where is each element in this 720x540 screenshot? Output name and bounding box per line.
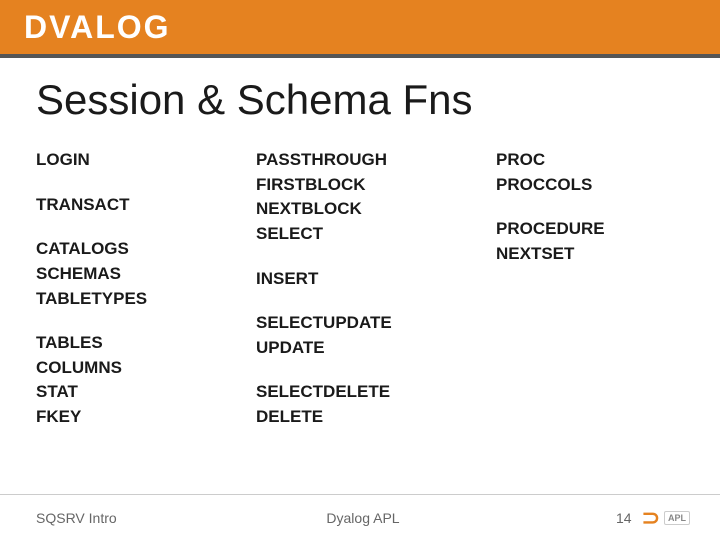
list-item: COLUMNS <box>36 356 206 381</box>
column-3: PROC PROCCOLS PROCEDURE NEXTSET <box>496 148 666 450</box>
columns-container: LOGIN TRANSACT CATALOGS SCHEMAS TABLETYP… <box>36 148 684 450</box>
list-item: SELECT <box>256 222 446 247</box>
list-item: TABLES <box>36 331 206 356</box>
group: TRANSACT <box>36 193 206 218</box>
logo-glyph: ⊃ <box>642 505 660 531</box>
list-item: FIRSTBLOCK <box>256 173 446 198</box>
content-area: Session & Schema Fns LOGIN TRANSACT CATA… <box>0 58 720 450</box>
group: TABLES COLUMNS STAT FKEY <box>36 331 206 430</box>
logo-text: DVALOG <box>24 9 171 46</box>
list-item: PROCEDURE <box>496 217 666 242</box>
list-item: DELETE <box>256 405 446 430</box>
list-item: TRANSACT <box>36 193 206 218</box>
list-item: SELECTDELETE <box>256 380 446 405</box>
group: PASSTHROUGH FIRSTBLOCK NEXTBLOCK SELECT <box>256 148 446 247</box>
page-number: 14 <box>616 510 632 526</box>
list-item: LOGIN <box>36 148 206 173</box>
footer-left: SQSRV Intro <box>36 510 254 526</box>
column-1: LOGIN TRANSACT CATALOGS SCHEMAS TABLETYP… <box>36 148 206 450</box>
group: PROCEDURE NEXTSET <box>496 217 666 266</box>
group: SELECTUPDATE UPDATE <box>256 311 446 360</box>
header-bar: DVALOG <box>0 0 720 58</box>
group: SELECTDELETE DELETE <box>256 380 446 429</box>
group: PROC PROCCOLS <box>496 148 666 197</box>
list-item: SCHEMAS <box>36 262 206 287</box>
list-item: STAT <box>36 380 206 405</box>
list-item: FKEY <box>36 405 206 430</box>
group: LOGIN <box>36 148 206 173</box>
list-item: NEXTSET <box>496 242 666 267</box>
list-item: PROCCOLS <box>496 173 666 198</box>
list-item: TABLETYPES <box>36 287 206 312</box>
footer: SQSRV Intro Dyalog APL 14 ⊃ APL <box>0 494 720 540</box>
page-title: Session & Schema Fns <box>36 76 684 124</box>
column-2: PASSTHROUGH FIRSTBLOCK NEXTBLOCK SELECT … <box>256 148 446 450</box>
footer-logo-icon: ⊃ APL <box>642 505 690 531</box>
group: CATALOGS SCHEMAS TABLETYPES <box>36 237 206 311</box>
list-item: NEXTBLOCK <box>256 197 446 222</box>
footer-center: Dyalog APL <box>254 510 472 526</box>
list-item: SELECTUPDATE <box>256 311 446 336</box>
list-item: INSERT <box>256 267 446 292</box>
list-item: PASSTHROUGH <box>256 148 446 173</box>
list-item: CATALOGS <box>36 237 206 262</box>
list-item: PROC <box>496 148 666 173</box>
apl-badge: APL <box>664 511 690 525</box>
group: INSERT <box>256 267 446 292</box>
list-item: UPDATE <box>256 336 446 361</box>
footer-right: 14 ⊃ APL <box>472 505 690 531</box>
